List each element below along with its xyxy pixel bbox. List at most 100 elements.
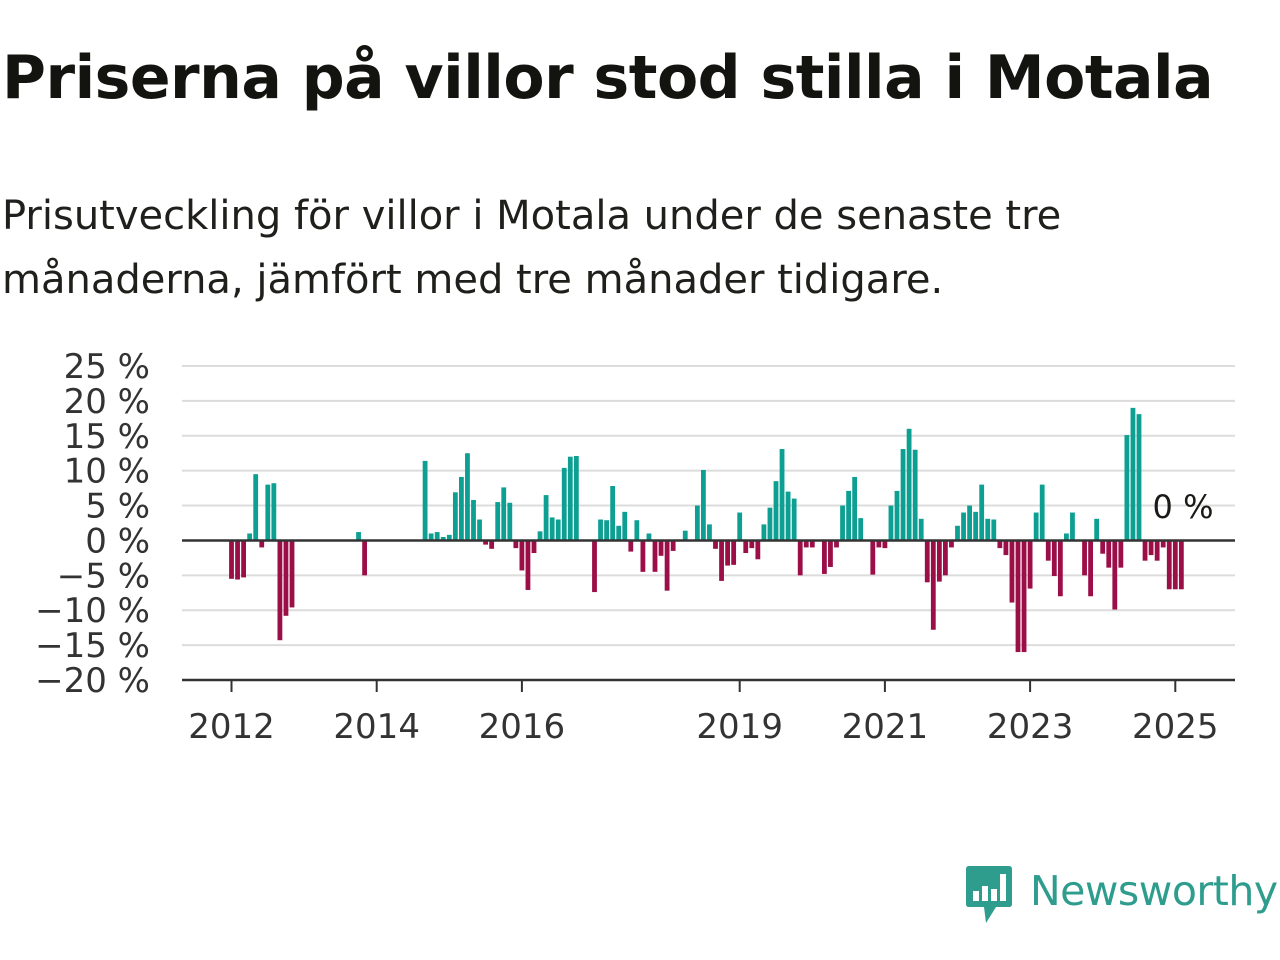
bar-chart: 25 %20 %15 %10 %5 %0 %−5 %−10 %−15 %−20 … [35,347,1235,747]
bar [991,519,997,541]
bar [247,533,253,541]
bar [894,490,900,541]
bar [828,540,833,567]
y-tick-label: −15 % [35,626,150,666]
bar [616,525,622,541]
bar [428,533,434,541]
y-tick-label: 0 % [85,521,150,561]
bar [906,428,912,541]
bar [1051,540,1057,577]
bar [277,540,283,641]
y-tick-label: −20 % [35,661,150,701]
bar [664,540,670,591]
brand-name: Newsworthy [1030,867,1278,915]
bar [682,530,688,541]
bar [235,540,240,580]
bar [888,505,894,541]
grid-lines [182,365,1235,647]
bar [1142,540,1148,561]
bar [840,505,845,541]
bar [567,456,573,541]
bar [731,540,737,565]
bar [271,483,277,541]
y-tick-label: 15 % [64,417,150,457]
bar [422,460,428,541]
bar [501,487,507,541]
bar [362,540,367,576]
bar [646,533,652,541]
bar [658,540,664,556]
bar [1082,540,1087,576]
bar [912,449,918,541]
bar [852,476,858,541]
y-tick-label: 10 % [64,452,150,492]
bar [1100,540,1106,554]
bar [936,540,942,582]
bar [834,540,839,548]
bar [1124,435,1130,541]
bar [870,540,876,575]
bar [483,540,488,545]
bar [900,449,906,541]
bar [549,517,555,541]
bar [573,456,579,541]
bar [465,453,470,541]
bar [1094,518,1100,541]
bar [1009,540,1015,603]
bar [943,540,948,576]
bar [561,467,567,541]
bar [598,519,603,541]
bar [1070,512,1075,541]
bar [1154,540,1160,561]
bar [719,540,724,581]
bar [924,540,930,583]
bar [634,520,640,541]
bar [955,525,960,541]
bar [997,540,1003,549]
chart-title: Priserna på villor stod stilla i Motala [2,43,1214,113]
bar [755,540,761,560]
bar [670,540,676,551]
bar [1015,540,1021,653]
bar [446,534,452,541]
bar [743,540,749,553]
bar [592,540,597,593]
bar [241,540,246,578]
bar [1160,540,1166,548]
bar [477,519,482,541]
bar [809,540,815,548]
bar [773,481,779,541]
bar [1112,540,1118,610]
bar [253,474,259,541]
bar [513,540,519,549]
bar [1148,540,1154,556]
bar [1057,540,1063,597]
newsworthy-logo-icon [966,866,1012,923]
bar [973,511,979,541]
y-tick-label: 5 % [85,487,150,527]
bar [519,540,525,571]
bar [471,499,476,541]
y-tick-label: −10 % [35,591,150,631]
bar [1064,533,1069,541]
bar [876,540,882,548]
bar [803,540,809,548]
axes [182,539,1235,692]
bar [791,498,797,541]
x-tick-label: 2023 [987,707,1074,747]
newsworthy-logo: Newsworthy [964,864,1278,926]
bar [555,519,561,541]
bar [882,540,888,549]
bar [918,518,924,541]
bar [459,476,464,541]
bar [1021,540,1027,653]
bar [797,540,803,576]
bar [725,540,730,566]
bar [283,540,289,616]
bar [1106,540,1112,568]
bar [767,507,773,541]
bar [1033,512,1039,541]
x-axis-labels: 2012 2014 2016 2019 2021 2023 2025 [188,707,1218,747]
y-tick-label: −5 % [57,556,150,596]
bar [1045,540,1051,561]
